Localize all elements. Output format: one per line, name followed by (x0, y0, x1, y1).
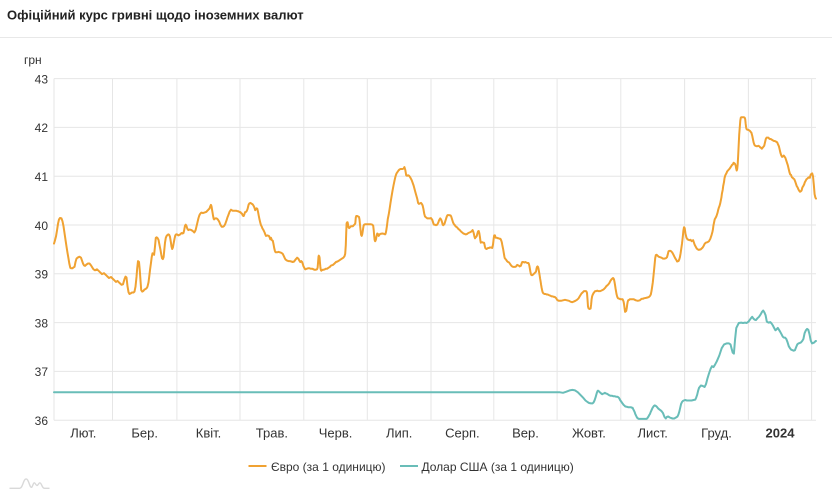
svg-text:грн: грн (24, 53, 42, 67)
svg-text:Лист.: Лист. (637, 426, 667, 441)
svg-text:38: 38 (35, 316, 49, 330)
svg-text:Черв.: Черв. (319, 426, 353, 441)
svg-text:Груд.: Груд. (701, 426, 732, 441)
svg-text:Офіційний курс гривні щодо іно: Офіційний курс гривні щодо іноземних вал… (7, 8, 304, 23)
svg-text:Жовт.: Жовт. (572, 426, 606, 441)
svg-text:Трав.: Трав. (256, 426, 288, 441)
svg-text:40: 40 (35, 219, 49, 233)
svg-text:37: 37 (35, 365, 49, 379)
svg-text:Бер.: Бер. (131, 426, 158, 441)
svg-text:Вер.: Вер. (512, 426, 539, 441)
svg-text:43: 43 (35, 72, 49, 86)
svg-text:39: 39 (35, 268, 49, 282)
svg-text:Квіт.: Квіт. (196, 426, 222, 441)
svg-text:Лип.: Лип. (386, 426, 412, 441)
svg-text:36: 36 (35, 414, 49, 428)
svg-text:Євро (за 1 одиницю): Євро (за 1 одиницю) (271, 460, 386, 474)
svg-text:Долар США (за 1 одиницю): Долар США (за 1 одиницю) (422, 460, 574, 474)
svg-text:42: 42 (35, 121, 49, 135)
svg-text:Серп.: Серп. (445, 426, 480, 441)
svg-text:2024: 2024 (766, 426, 796, 441)
svg-text:Лют.: Лют. (70, 426, 96, 441)
svg-text:41: 41 (35, 170, 49, 184)
